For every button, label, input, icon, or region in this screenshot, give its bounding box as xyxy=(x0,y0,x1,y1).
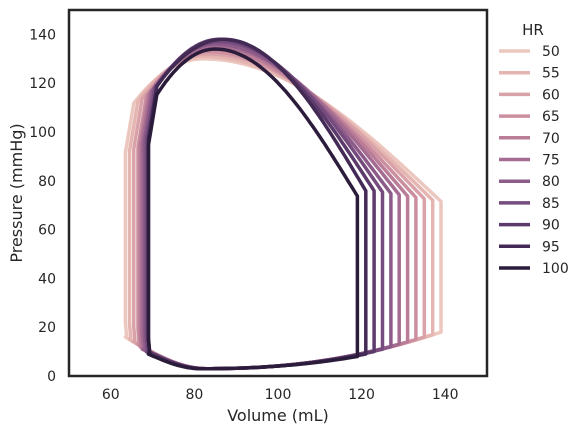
legend: HR 50 55 60 65 70 75 80 85 90 95 100 xyxy=(499,21,569,277)
series-line-hr-80 xyxy=(142,42,393,371)
legend-label-hr-55: 55 xyxy=(542,66,560,82)
y-axis-label: Pressure (mmHg) xyxy=(7,123,26,262)
x-tick-label: 80 xyxy=(185,387,203,403)
y-axis-ticks: 0 20 40 60 80 100 120 140 xyxy=(29,27,56,385)
legend-label-hr-80: 80 xyxy=(542,174,560,190)
x-tick-label: 60 xyxy=(102,387,120,403)
series-line-hr-55 xyxy=(127,54,435,371)
legend-label-hr-85: 85 xyxy=(542,196,560,212)
series-line-hr-50 xyxy=(123,57,443,371)
series-line-hr-75 xyxy=(140,44,401,371)
series-lines xyxy=(123,37,443,371)
legend-label-hr-50: 50 xyxy=(542,44,560,60)
legend-label-hr-60: 60 xyxy=(542,87,560,103)
x-tick-label: 120 xyxy=(348,387,375,403)
y-tick-label: 100 xyxy=(29,125,56,141)
series-line-hr-95 xyxy=(146,37,368,371)
y-tick-label: 80 xyxy=(38,174,56,190)
y-tick-label: 120 xyxy=(29,76,56,92)
plot-frame xyxy=(67,8,489,378)
series-line-hr-60 xyxy=(132,52,427,371)
legend-label-hr-70: 70 xyxy=(542,131,560,147)
series-line-hr-90 xyxy=(146,37,376,371)
y-tick-label: 60 xyxy=(38,223,56,239)
legend-label-hr-95: 95 xyxy=(542,239,560,255)
legend-label-hr-75: 75 xyxy=(542,153,560,169)
x-tick-label: 140 xyxy=(432,387,459,403)
y-tick-label: 20 xyxy=(38,320,56,336)
x-axis-ticks: 60 80 100 120 140 xyxy=(102,387,459,403)
y-tick-label: 140 xyxy=(29,27,56,43)
x-axis-label: Volume (mL) xyxy=(227,406,329,425)
series-line-hr-100 xyxy=(146,47,360,371)
x-tick-label: 100 xyxy=(265,387,292,403)
y-tick-label: 40 xyxy=(38,271,56,287)
legend-label-hr-90: 90 xyxy=(542,218,560,234)
legend-title: HR xyxy=(522,21,544,39)
legend-label-hr-65: 65 xyxy=(542,109,560,125)
series-line-hr-85 xyxy=(144,39,385,371)
y-tick-label: 0 xyxy=(47,369,56,385)
legend-label-hr-100: 100 xyxy=(542,261,569,277)
